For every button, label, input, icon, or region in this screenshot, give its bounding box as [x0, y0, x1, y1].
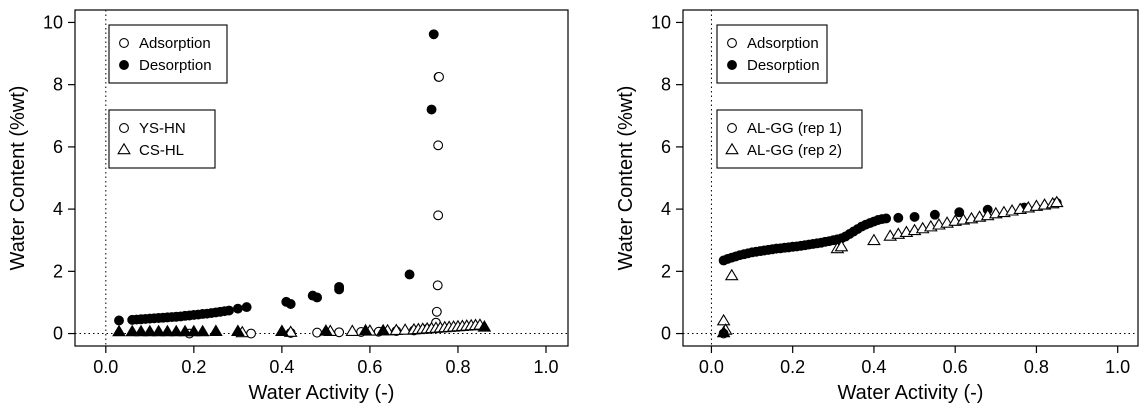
- y-tick-label: 4: [53, 199, 63, 219]
- data-point: [435, 72, 444, 81]
- legend-label: Desorption: [747, 57, 820, 74]
- legend-marker: [120, 39, 129, 48]
- data-point: [894, 213, 903, 222]
- legend-sample: AL-GG (rep 1) AL-GG (rep 2): [717, 110, 862, 168]
- x-tick-label: 0.2: [181, 357, 206, 377]
- data-point: [429, 30, 438, 39]
- data-point: [434, 211, 443, 220]
- data-point: [313, 328, 322, 337]
- legend-label: YS-HN: [139, 120, 186, 137]
- legend-marker: [728, 61, 737, 70]
- data-point: [335, 285, 344, 294]
- x-axis-title: Water Activity (-): [249, 382, 395, 404]
- legend-label: AL-GG (rep 1): [747, 120, 842, 137]
- legend-process: Adsorption Desorption: [109, 25, 227, 83]
- data-point: [405, 270, 414, 279]
- x-tick-label: 0.4: [269, 357, 294, 377]
- data-point: [882, 214, 891, 223]
- y-tick-label: 4: [661, 199, 671, 219]
- data-point: [115, 316, 124, 325]
- y-tick-label: 2: [53, 261, 63, 281]
- data-point: [286, 300, 295, 309]
- data-point: [726, 270, 738, 280]
- legend-label: CS-HL: [139, 142, 184, 159]
- legend-label: Adsorption: [139, 35, 211, 52]
- legend-box: [109, 25, 227, 83]
- data-point: [113, 326, 125, 336]
- legend-sample: YS-HN CS-HL: [109, 110, 215, 168]
- y-axis-title: Water Content (%wt): [7, 86, 29, 271]
- legend-marker: [120, 124, 129, 133]
- legend-box: [717, 110, 862, 168]
- data-point: [434, 141, 443, 150]
- data-point: [910, 212, 919, 221]
- legend-marker: [728, 39, 737, 48]
- y-tick-label: 8: [661, 75, 671, 95]
- data-point: [233, 304, 242, 313]
- legend-label: Desorption: [139, 57, 212, 74]
- x-tick-label: 1.0: [533, 357, 558, 377]
- legend-box: [109, 110, 215, 168]
- legend-marker: [120, 61, 129, 70]
- x-tick-label: 0.8: [445, 357, 470, 377]
- data-point: [930, 210, 939, 219]
- x-tick-label: 0.6: [943, 357, 968, 377]
- legend-label: Adsorption: [747, 35, 819, 52]
- data-point: [242, 303, 251, 312]
- legend-box: [717, 25, 827, 83]
- y-tick-label: 0: [661, 324, 671, 344]
- data-point: [210, 325, 222, 335]
- y-tick-label: 10: [43, 12, 63, 32]
- data-point: [276, 325, 288, 335]
- x-tick-label: 1.0: [1105, 357, 1130, 377]
- y-tick-label: 6: [53, 137, 63, 157]
- legend-label: AL-GG (rep 2): [747, 142, 842, 159]
- x-tick-label: 0.0: [93, 357, 118, 377]
- x-tick-label: 0.0: [699, 357, 724, 377]
- left-panel: 0.0 0.2 0.4 0.6 0.8 1.0 0 2 4 6 8 10 Water Activity …: [7, 10, 568, 404]
- data-point: [225, 306, 234, 315]
- right-panel: 0.0 0.2 0.4 0.6 0.8 1.0 0 2 4 6 8 10 Water Activity …: [615, 10, 1138, 404]
- x-axis-title: Water Activity (-): [838, 382, 984, 404]
- y-tick-label: 2: [661, 261, 671, 281]
- y-tick-label: 0: [53, 324, 63, 344]
- data-point: [432, 307, 441, 316]
- data-point: [427, 105, 436, 114]
- y-tick-label: 8: [53, 75, 63, 95]
- data-point: [197, 326, 209, 336]
- x-tick-label: 0.6: [357, 357, 382, 377]
- y-axis-title: Water Content (%wt): [615, 86, 637, 271]
- x-tick-label: 0.2: [780, 357, 805, 377]
- x-tick-label: 0.8: [1024, 357, 1049, 377]
- data-point: [868, 235, 880, 245]
- legend-marker: [728, 124, 737, 133]
- x-tick-label: 0.4: [861, 357, 886, 377]
- y-tick-label: 10: [651, 12, 671, 32]
- data-point: [313, 293, 322, 302]
- legend-process: Adsorption Desorption: [717, 25, 827, 83]
- y-tick-label: 6: [661, 137, 671, 157]
- data-point: [718, 315, 730, 325]
- data-point: [433, 281, 442, 290]
